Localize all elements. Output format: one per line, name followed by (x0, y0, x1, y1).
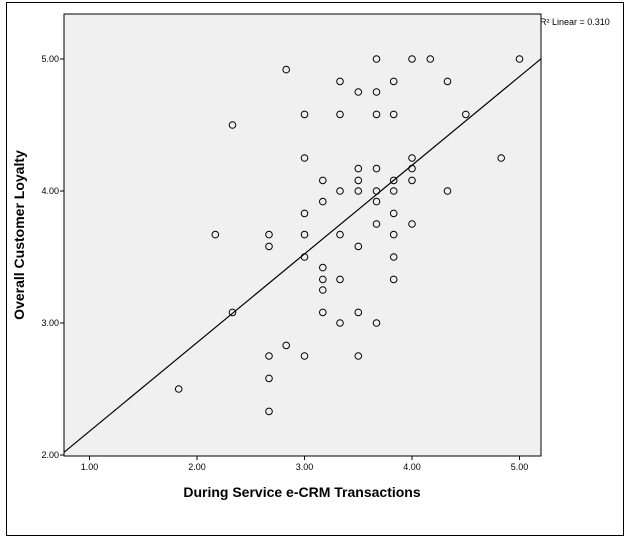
x-tick-label: 3.00 (296, 462, 314, 472)
data-point (372, 88, 381, 96)
data-point (265, 242, 273, 251)
data-point (354, 352, 363, 360)
x-tick-label: 4.00 (403, 462, 421, 472)
data-point (300, 230, 309, 239)
data-point (300, 110, 309, 119)
fit-line (63, 58, 542, 453)
data-point (211, 230, 220, 239)
data-point (389, 209, 398, 218)
data-point (174, 385, 183, 393)
plot-area (63, 13, 542, 457)
data-point (497, 154, 506, 162)
data-point (389, 110, 398, 119)
data-point (354, 88, 363, 96)
data-point (319, 286, 327, 294)
data-point (354, 187, 363, 195)
data-point (515, 55, 524, 63)
data-point (426, 55, 435, 63)
data-point (282, 65, 291, 74)
data-point (408, 55, 416, 63)
x-tick-label: 2.00 (188, 462, 206, 472)
x-axis-title: During Service e-CRM Transactions (183, 484, 421, 500)
data-point (265, 374, 273, 383)
data-point (336, 275, 344, 284)
data-point (372, 197, 381, 206)
data-point (389, 176, 398, 185)
data-point (372, 220, 381, 228)
data-point (265, 352, 273, 360)
data-point (300, 209, 309, 218)
y-tick-label: 2.00 (41, 450, 59, 460)
data-point (389, 275, 398, 284)
data-point (319, 275, 327, 284)
data-point (319, 197, 327, 206)
data-point (354, 242, 363, 251)
data-point (354, 176, 363, 185)
data-point (389, 77, 398, 86)
data-point (372, 110, 381, 119)
points-layer (174, 55, 524, 416)
data-point (319, 308, 327, 317)
y-axis-title: Overall Customer Loyalty (11, 150, 27, 320)
data-point (408, 176, 416, 185)
data-point (336, 77, 344, 86)
data-point (354, 308, 363, 317)
data-point (372, 164, 381, 173)
data-point (336, 187, 344, 195)
y-tick-label: 3.00 (41, 318, 59, 328)
data-point (228, 308, 237, 317)
x-axis: 1.00 2.00 3.00 4.00 5.00 (81, 456, 529, 472)
x-tick-label: 5.00 (511, 462, 529, 472)
y-axis: 2.00 3.00 4.00 5.00 (41, 54, 64, 460)
data-point (282, 341, 291, 350)
data-point (300, 352, 309, 360)
data-point (443, 187, 452, 195)
data-point (408, 220, 416, 228)
y-tick-label: 5.00 (41, 54, 59, 64)
data-point (228, 121, 237, 129)
data-point (336, 230, 344, 239)
data-point (300, 154, 309, 162)
data-point (336, 319, 344, 327)
r2-linear-label: R² Linear = 0.310 (540, 17, 610, 27)
data-point (462, 110, 470, 119)
data-point (389, 187, 398, 195)
data-point (372, 319, 381, 327)
x-tick-label: 1.00 (81, 462, 99, 472)
data-point (336, 110, 344, 119)
y-tick-label: 4.00 (41, 186, 59, 196)
data-point (354, 164, 363, 173)
data-point (372, 55, 381, 63)
data-point (443, 77, 452, 86)
data-point (319, 263, 327, 272)
data-point (265, 230, 273, 239)
data-point (408, 154, 416, 162)
data-point (319, 176, 327, 185)
data-point (389, 230, 398, 239)
data-point (265, 407, 273, 416)
data-point (389, 253, 398, 261)
